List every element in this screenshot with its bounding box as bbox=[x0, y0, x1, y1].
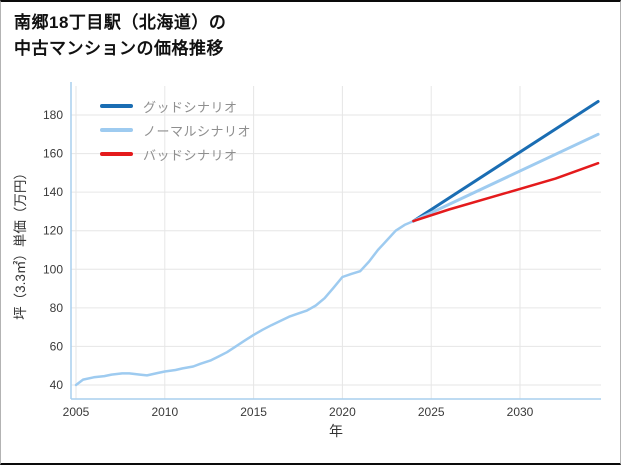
legend-label-normal: ノーマルシナリオ bbox=[143, 123, 252, 139]
legend-item-normal: ノーマルシナリオ bbox=[100, 118, 251, 142]
legend-label-good: グッドシナリオ bbox=[143, 99, 238, 115]
series-line-2 bbox=[411, 132, 600, 223]
y-tick-label: 80 bbox=[50, 301, 64, 315]
x-tick-label: 2010 bbox=[151, 405, 178, 419]
good-scenario-swatch-icon bbox=[100, 104, 133, 108]
chart-legend: グッドシナリオ ノーマルシナリオ バッドシナリオ bbox=[100, 94, 251, 166]
x-tick-label: 2015 bbox=[240, 405, 267, 419]
series-line-3 bbox=[412, 161, 600, 223]
legend-label-bad: バッドシナリオ bbox=[143, 147, 238, 163]
axis-layer bbox=[70, 82, 601, 400]
legend-item-good: グッドシナリオ bbox=[100, 94, 251, 118]
chart-title: 南郷18丁目駅（北海道）の 中古マンションの価格推移 bbox=[14, 10, 226, 61]
series-layer bbox=[74, 100, 600, 387]
legend-item-bad: バッドシナリオ bbox=[100, 142, 251, 166]
y-tick-label: 140 bbox=[43, 185, 63, 199]
y-tick-label: 180 bbox=[43, 108, 63, 122]
chart-title-line1: 南郷18丁目駅（北海道）の bbox=[14, 13, 227, 32]
tick-layer: 2005 2010 2015 2020 2025 2030 40 60 80 100 120 140 1… bbox=[43, 108, 534, 419]
y-tick-label: 160 bbox=[43, 147, 63, 161]
chart-title-line2: 中古マンションの価格推移 bbox=[14, 38, 224, 58]
x-axis-label: 年 bbox=[329, 423, 343, 439]
grid-layer bbox=[71, 86, 601, 399]
x-tick-label: 2020 bbox=[329, 405, 356, 419]
x-tick-label: 2030 bbox=[507, 405, 534, 419]
series-line-1 bbox=[411, 100, 600, 223]
y-tick-label: 120 bbox=[43, 224, 63, 238]
y-tick-label: 40 bbox=[50, 378, 64, 392]
bad-scenario-swatch-icon bbox=[100, 152, 133, 156]
y-tick-label: 60 bbox=[50, 339, 64, 353]
y-tick-label: 100 bbox=[43, 262, 63, 276]
normal-scenario-swatch-icon bbox=[100, 128, 133, 132]
y-axis-label: 坪（3.3㎡）単価（万円） bbox=[13, 166, 28, 320]
x-tick-label: 2025 bbox=[418, 405, 445, 419]
series-line-0 bbox=[74, 219, 415, 387]
x-tick-label: 2005 bbox=[63, 405, 90, 419]
